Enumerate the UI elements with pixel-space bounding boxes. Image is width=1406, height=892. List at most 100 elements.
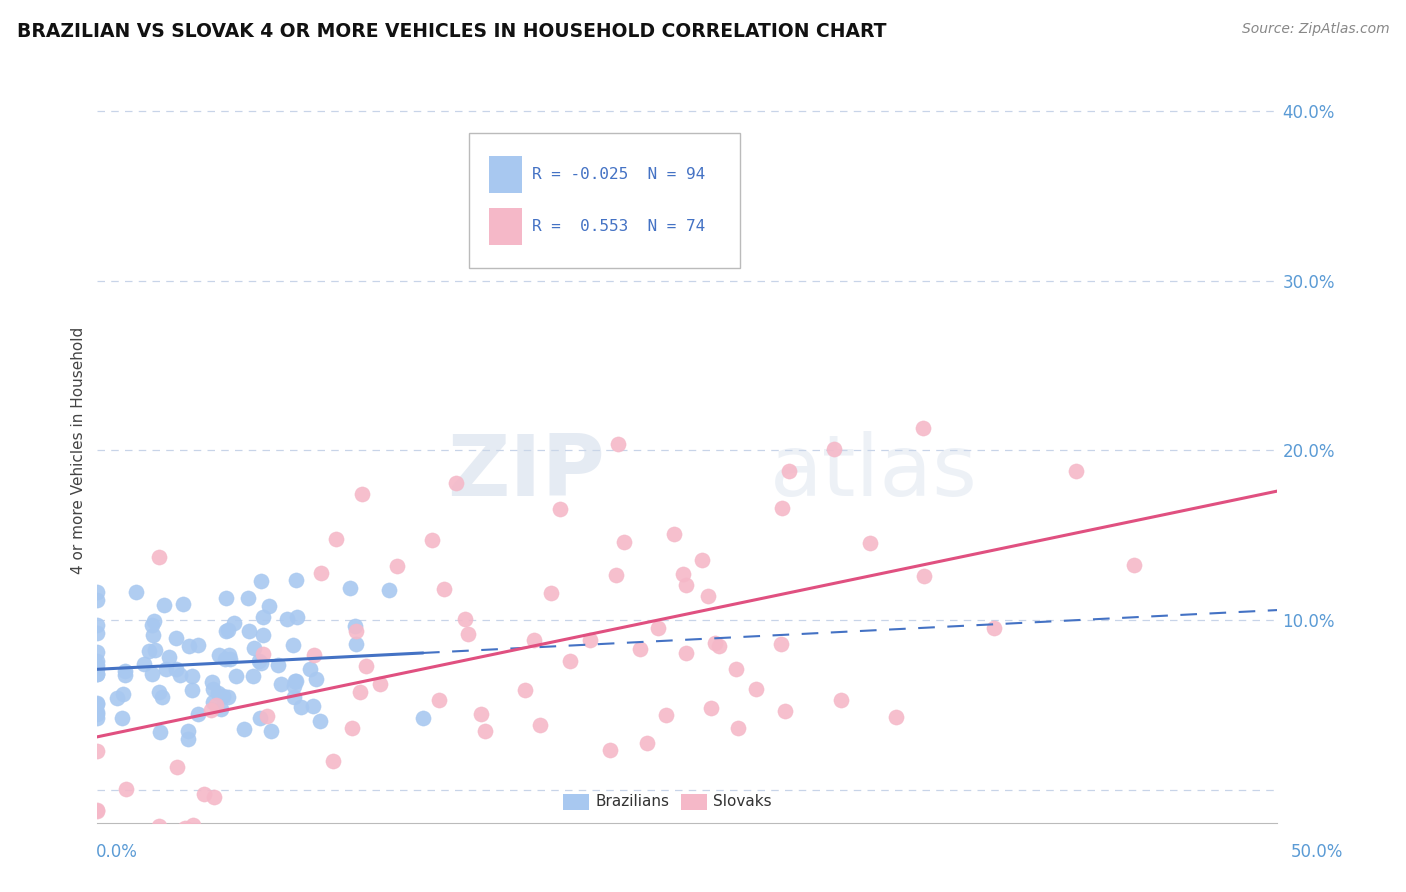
Point xyxy=(770,500,793,515)
Point xyxy=(647,621,669,635)
Point xyxy=(214,652,236,666)
Point xyxy=(86,696,108,710)
Text: 50.0%: 50.0% xyxy=(1291,843,1343,861)
FancyBboxPatch shape xyxy=(470,134,741,268)
Point xyxy=(550,502,572,516)
Point xyxy=(675,646,697,660)
Point xyxy=(111,711,134,725)
Point xyxy=(207,686,229,700)
Point xyxy=(177,731,200,746)
Text: Source: ZipAtlas.com: Source: ZipAtlas.com xyxy=(1241,22,1389,37)
Point xyxy=(378,582,401,597)
Point xyxy=(111,687,134,701)
Point xyxy=(523,632,546,647)
Point xyxy=(675,578,697,592)
Point xyxy=(387,558,409,573)
Point xyxy=(344,624,367,638)
Point xyxy=(607,437,630,451)
Point xyxy=(86,804,108,818)
Point xyxy=(187,638,209,652)
Point xyxy=(727,721,749,735)
Point xyxy=(181,683,204,698)
Text: atlas: atlas xyxy=(770,432,979,515)
Point xyxy=(172,597,194,611)
Point xyxy=(276,612,298,626)
Point xyxy=(343,619,366,633)
Point xyxy=(290,700,312,714)
Point xyxy=(169,668,191,682)
Point xyxy=(662,526,685,541)
Point xyxy=(86,626,108,640)
Point xyxy=(513,683,536,698)
Point xyxy=(427,692,450,706)
Point xyxy=(176,724,198,739)
Point xyxy=(148,685,170,699)
Point xyxy=(204,698,226,712)
Point xyxy=(86,644,108,658)
Text: 0.0%: 0.0% xyxy=(96,843,138,861)
Point xyxy=(457,626,479,640)
Point xyxy=(165,662,187,676)
FancyBboxPatch shape xyxy=(682,794,707,810)
Point xyxy=(745,682,768,697)
Point xyxy=(148,819,170,833)
Point xyxy=(281,638,304,652)
Point xyxy=(252,647,274,661)
Point xyxy=(859,536,882,550)
Point xyxy=(444,475,467,490)
Point xyxy=(1123,558,1146,572)
Point xyxy=(134,657,156,671)
Text: R = -0.025  N = 94: R = -0.025 N = 94 xyxy=(531,167,704,182)
Point xyxy=(141,618,163,632)
Point xyxy=(252,609,274,624)
Point xyxy=(672,567,695,582)
Point xyxy=(322,754,344,768)
Point xyxy=(540,586,562,600)
Point xyxy=(823,442,845,456)
Point xyxy=(284,673,307,688)
FancyBboxPatch shape xyxy=(489,156,522,193)
Point xyxy=(340,721,363,735)
Point xyxy=(202,790,225,805)
Point xyxy=(217,690,239,704)
Point xyxy=(252,628,274,642)
Point xyxy=(202,695,225,709)
Point xyxy=(778,465,800,479)
Point xyxy=(285,610,308,624)
Point xyxy=(150,690,173,704)
Point xyxy=(325,532,347,546)
Point xyxy=(181,669,204,683)
Point xyxy=(165,631,187,645)
Point xyxy=(177,639,200,653)
Point xyxy=(349,685,371,699)
Point xyxy=(1064,464,1087,478)
Point xyxy=(830,693,852,707)
Point xyxy=(209,702,232,716)
Point xyxy=(339,581,361,595)
Point xyxy=(159,649,181,664)
Point xyxy=(260,724,283,739)
Point xyxy=(114,664,136,678)
Point xyxy=(225,668,247,682)
Point xyxy=(696,589,718,603)
Point xyxy=(270,677,292,691)
Point xyxy=(474,724,496,739)
Point xyxy=(142,628,165,642)
Point xyxy=(308,714,330,729)
Point xyxy=(884,710,907,724)
Point xyxy=(222,616,245,631)
Point xyxy=(283,679,305,693)
Text: Brazilians: Brazilians xyxy=(595,795,669,809)
Point xyxy=(153,599,176,613)
Point xyxy=(579,633,602,648)
Point xyxy=(250,657,273,671)
Point xyxy=(86,667,108,681)
Point xyxy=(773,704,796,718)
Point xyxy=(250,574,273,589)
Point xyxy=(86,662,108,676)
Point xyxy=(412,710,434,724)
Point xyxy=(283,690,305,704)
Point xyxy=(247,654,270,668)
Point xyxy=(200,703,222,717)
Text: Slovaks: Slovaks xyxy=(713,795,772,809)
